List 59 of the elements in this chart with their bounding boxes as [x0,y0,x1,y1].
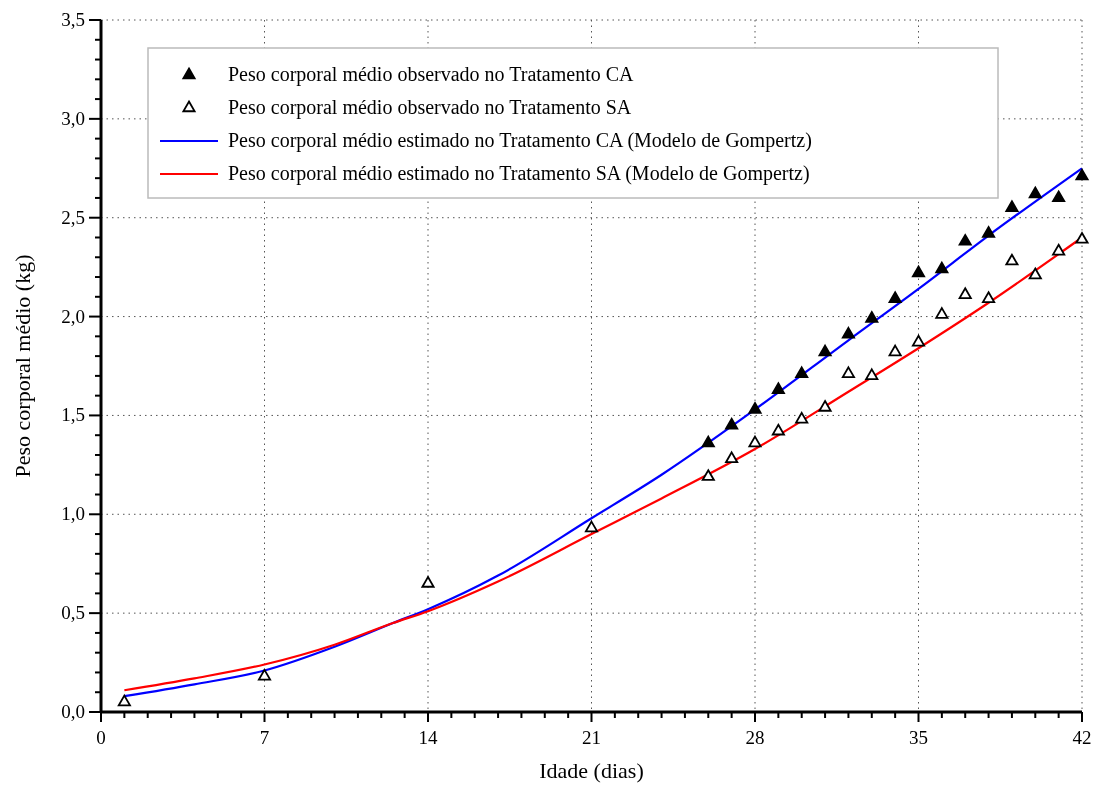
point [1052,243,1066,256]
point [1075,168,1089,181]
x-tick-label: 14 [418,727,438,748]
y-tick-label: 3,5 [61,9,85,30]
point [725,451,739,464]
y-tick-label: 2,5 [61,206,85,228]
point [1005,253,1019,266]
point [1052,190,1066,203]
x-tick-label: 28 [745,727,765,748]
point [701,435,715,448]
point [911,334,926,347]
point [701,469,715,481]
point [935,261,949,274]
point [771,382,785,394]
point [1005,200,1019,212]
point [748,402,762,414]
y-tick-label: 0,0 [61,701,85,722]
point [911,265,926,278]
point [841,366,855,379]
point [841,326,855,339]
y-tick-label: 3,0 [61,107,85,129]
point [771,423,785,436]
legend-label: Peso corporal médio estimado no Tratamento SA (Modelo de Gompertz) [228,162,810,185]
point [818,400,832,412]
x-tick-label: 35 [909,727,928,748]
point [818,344,832,357]
point [584,520,599,533]
y-tick-label: 1,5 [61,404,85,426]
point [865,368,879,381]
x-tick-label: 0 [96,727,106,748]
point [1075,232,1089,244]
legend-label: Peso corporal médio observado no Tratamento SA [228,96,632,119]
y-tick-label: 0,5 [61,602,85,624]
point [257,669,272,681]
y-tick-label: 2,0 [61,305,85,327]
point [117,694,131,707]
point [888,291,902,303]
point [1028,267,1042,280]
point [982,291,996,303]
point [1028,186,1042,199]
x-tick-label: 42 [1072,727,1092,748]
point [748,435,762,448]
point [865,311,879,323]
point [935,307,949,319]
legend-label: Peso corporal médio estimado no Tratamento CA (Modelo de Gompertz) [228,129,812,152]
point [888,344,902,357]
point [795,366,809,379]
point [958,287,972,299]
point [958,234,972,246]
x-tick-label: 7 [259,727,270,748]
legend-label: Peso corporal médio observado no Tratamento CA [228,63,635,86]
point [795,411,809,424]
y-axis-title: Peso corporal médio (kg) [10,254,35,478]
y-tick-label: 1,0 [61,503,85,525]
x-axis-title: Idade (dias) [539,758,644,783]
point [982,226,996,238]
x-tick-label: 21 [582,727,601,748]
point [725,417,739,430]
point [421,576,435,588]
